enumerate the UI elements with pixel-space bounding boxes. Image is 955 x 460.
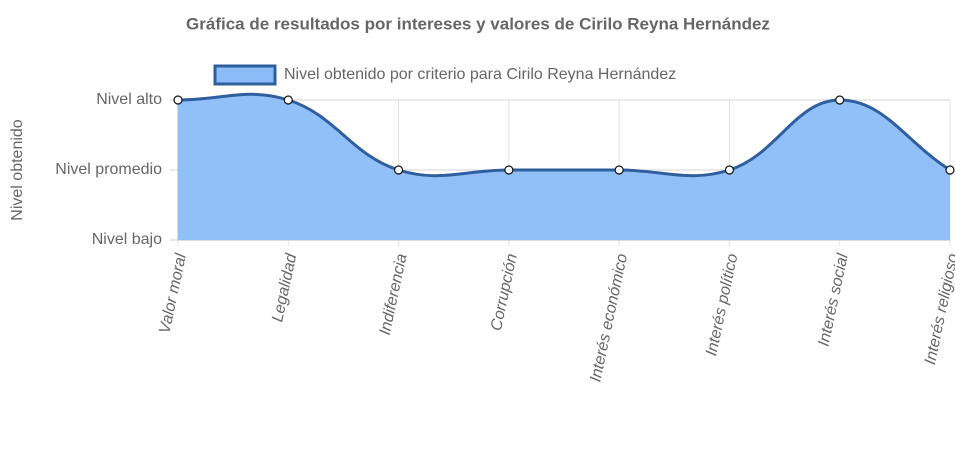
point: [173, 95, 183, 105]
x-tick-label: Interés político: [703, 252, 741, 357]
legend-label: Nivel obtenido por criterio para Cirilo …: [284, 66, 676, 83]
area: [178, 94, 950, 240]
x-tick-label: Interés social: [816, 252, 852, 348]
point: [724, 165, 735, 175]
y-tick-label: Nivel alto: [96, 91, 162, 108]
x-tick-label: Valor moral: [157, 252, 191, 335]
point: [945, 165, 955, 175]
y-tick-label: Nivel bajo: [92, 231, 162, 248]
x-tick-label: Legalidad: [269, 251, 300, 323]
x-tick-label: Corrupción: [488, 252, 521, 332]
point: [835, 95, 845, 105]
legend-swatch: [213, 64, 277, 86]
point: [393, 165, 404, 175]
x-tick-label: Interés económico: [587, 252, 631, 384]
y-tick-label: Nivel promedio: [55, 161, 162, 178]
line: [177, 92, 951, 178]
point: [614, 165, 624, 175]
x-tick-label: Indiferencia: [377, 252, 411, 337]
point: [283, 95, 293, 105]
chart-title: Gráfica de resultados por intereses y va…: [186, 14, 770, 33]
point: [504, 165, 514, 175]
y-axis-title: Nivel obtenido: [9, 119, 26, 221]
x-tick-label: Interés religioso: [922, 252, 955, 366]
